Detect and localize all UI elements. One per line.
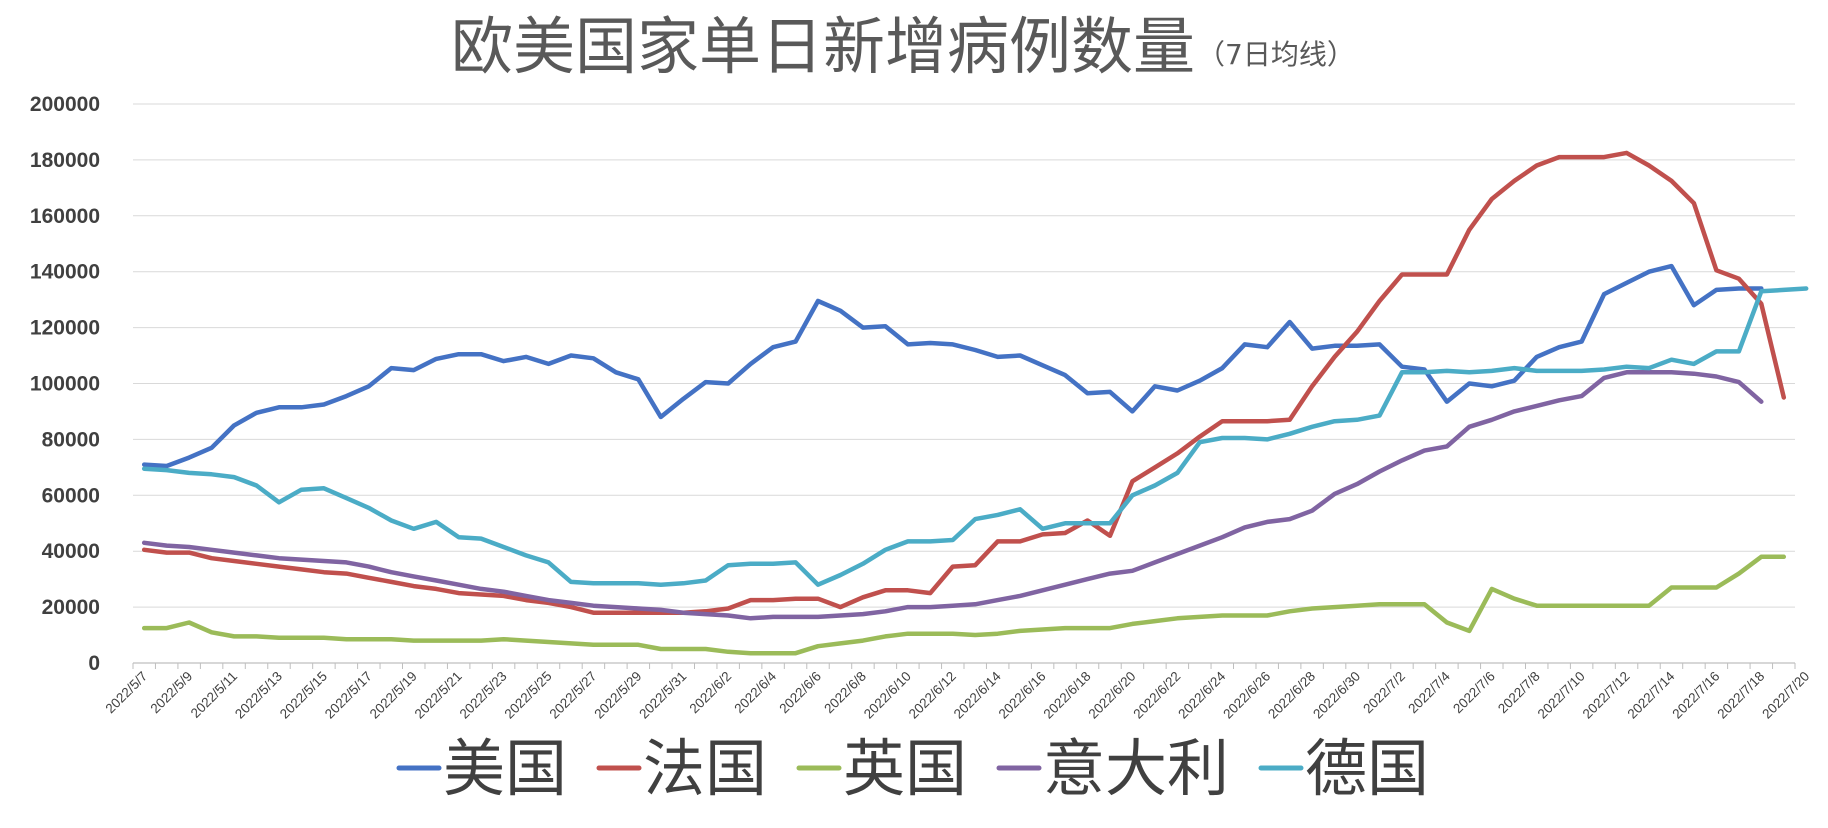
y-tick-label: 140000 [30,261,100,284]
series-line-3 [141,554,1787,656]
series-line-2 [141,150,1787,615]
x-tick-label: 2022/6/26 [1220,669,1273,722]
x-tick-label: 2022/6/28 [1265,669,1318,722]
chart-title: 欧美国家单日新增病例数量 （7日均线） [451,10,1355,83]
x-tick-label: 2022/7/18 [1714,669,1767,722]
x-tick-label: 2022/5/15 [277,669,330,722]
legend-item: 英国 [796,732,967,805]
x-tick-label: 2022/5/31 [636,669,689,722]
x-tick-label: 2022/5/19 [367,669,420,722]
x-tick-label: 2022/6/2 [687,669,735,717]
y-tick-label: 60000 [42,484,100,507]
legend-label: 英国 [843,732,967,805]
x-tick-label: 2022/7/12 [1580,669,1633,722]
x-tick-label: 2022/7/16 [1669,669,1722,722]
legend-item: 德国 [1258,732,1429,805]
y-tick-label: 160000 [30,205,100,228]
x-tick-label: 2022/6/12 [906,669,959,722]
chart-title-subtitle: （7日均线） [1197,38,1355,71]
series-line-5 [141,286,1809,587]
x-tick-label: 2022/5/7 [103,669,151,717]
x-tick-label: 2022/5/25 [502,669,555,722]
y-tick-label: 100000 [30,373,100,396]
x-tick-label: 2022/6/10 [861,669,914,722]
series-line-4 [141,370,1764,621]
legend-item: 意大利 [996,732,1229,805]
x-tick-label: 2022/5/27 [546,669,599,722]
x-tick-label: 2022/6/6 [776,669,824,717]
y-axis: 0 20000 40000 60000 80000 100000 120000 140000 1… [30,93,100,675]
series-line-1 [141,263,1764,469]
x-tick-label: 2022/5/29 [591,669,644,722]
x-tick-label: 2022/7/20 [1759,669,1812,722]
legend-label: 美国 [443,732,567,805]
y-tick-label: 40000 [42,540,100,563]
legend-item: 法国 [596,732,767,805]
legend-label: 德国 [1305,732,1429,805]
x-tick-label: 2022/5/13 [232,669,285,722]
x-tick-label: 2022/5/11 [188,669,240,721]
legend-label: 意大利 [1043,732,1229,805]
x-tick-label: 2022/7/14 [1625,668,1678,721]
x-tick-label: 2022/6/20 [1085,669,1138,722]
x-tick-label: 2022/6/14 [951,668,1004,721]
x-tick-label: 2022/5/23 [457,669,510,722]
x-tick-label: 2022/7/4 [1405,668,1453,716]
legend-label: 法国 [643,732,767,805]
y-tick-label: 80000 [42,428,100,451]
gridlines [133,103,1795,608]
x-tick-label: 2022/5/17 [322,669,375,722]
chart-title-main: 欧美国家单日新增病例数量 [451,10,1195,83]
y-tick-label: 180000 [30,149,100,172]
legend-item: 美国 [396,732,567,805]
x-axis: 2022/5/72022/5/92022/5/112022/5/132022/5… [103,662,1812,722]
legend: 美国 法国 英国 意大利 德国 [396,732,1429,805]
series-lines [141,150,1809,656]
y-tick-label: 120000 [30,317,100,340]
x-tick-label: 2022/6/30 [1310,669,1363,722]
x-tick-label: 2022/5/21 [412,669,465,722]
x-tick-label: 2022/6/16 [996,669,1049,722]
x-tick-label: 2022/7/2 [1360,669,1408,717]
x-tick-label: 2022/7/6 [1450,669,1498,717]
x-tick-label: 2022/6/18 [1041,669,1094,722]
y-tick-label: 20000 [42,596,100,619]
x-tick-label: 2022/6/4 [731,668,779,716]
y-tick-label: 0 [88,652,100,675]
y-tick-label: 200000 [30,93,100,116]
x-tick-label: 2022/6/22 [1130,669,1183,722]
x-tick-label: 2022/6/24 [1175,668,1228,721]
x-tick-label: 2022/7/10 [1535,669,1588,722]
